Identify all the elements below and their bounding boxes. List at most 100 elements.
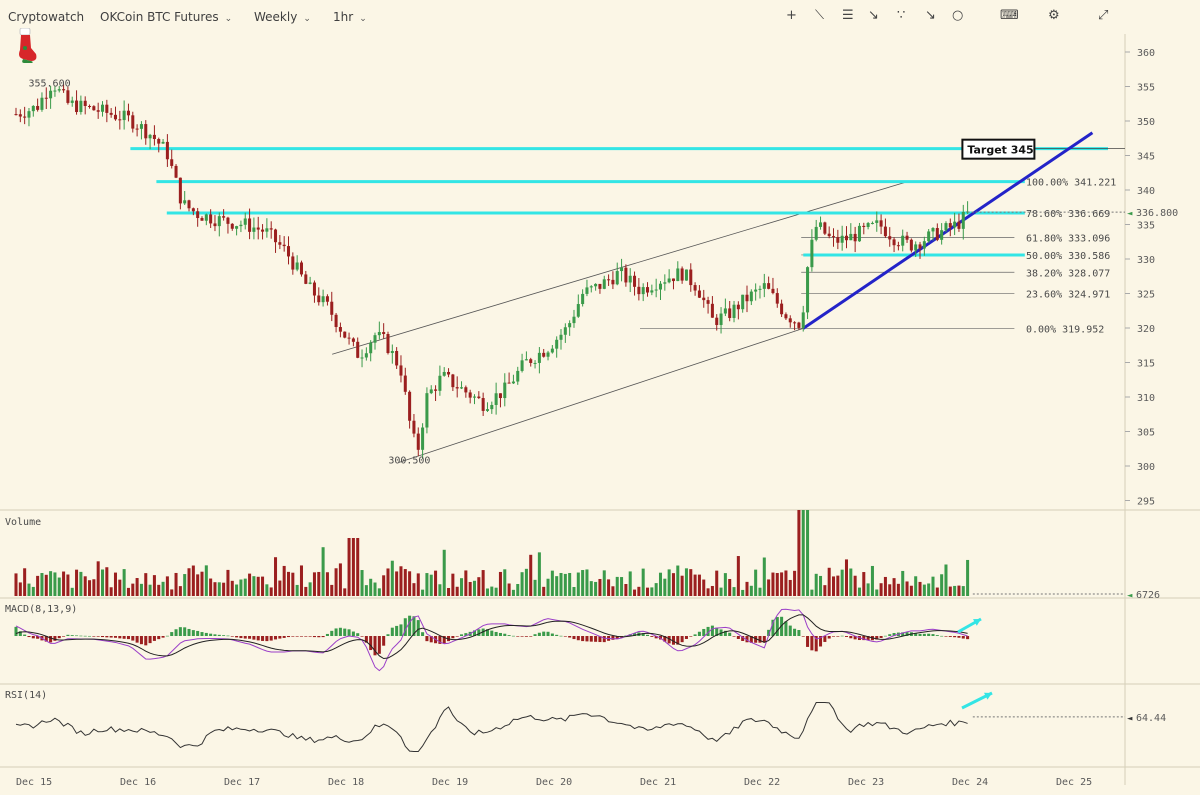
candle-body bbox=[620, 267, 624, 272]
volume-bar bbox=[637, 586, 641, 596]
volume-bar bbox=[801, 510, 805, 596]
candle-body bbox=[927, 231, 931, 242]
line-tool-icon[interactable]: ⟍ bbox=[815, 8, 825, 23]
volume-bar bbox=[377, 588, 381, 596]
volume-bar bbox=[235, 584, 239, 596]
macd-histogram-bar bbox=[70, 635, 74, 636]
macd-histogram-bar bbox=[395, 625, 399, 636]
volume-bar bbox=[18, 582, 22, 596]
candle-body bbox=[516, 370, 520, 382]
macd-histogram-bar bbox=[966, 636, 970, 640]
plus-icon[interactable]: + bbox=[786, 8, 797, 23]
candle-body bbox=[135, 128, 139, 130]
volume-bar bbox=[213, 582, 217, 596]
arrow-tool-icon[interactable]: ↘ bbox=[925, 8, 936, 23]
volume-bar bbox=[654, 583, 658, 596]
hlines-icon[interactable]: ☰ bbox=[842, 8, 854, 23]
candle-body bbox=[732, 304, 736, 318]
gear-icon[interactable]: ⚙ bbox=[1048, 8, 1060, 23]
candle-body bbox=[702, 297, 706, 301]
volume-bar bbox=[455, 586, 459, 596]
volume-bar bbox=[338, 563, 342, 596]
brand-label[interactable]: Cryptowatch bbox=[8, 10, 85, 24]
volume-bar bbox=[771, 572, 775, 596]
macd-histogram-bar bbox=[922, 633, 926, 636]
volume-bar bbox=[243, 578, 247, 596]
volume-bar bbox=[762, 557, 766, 596]
macd-histogram-bar bbox=[507, 635, 511, 636]
expand-icon[interactable]: ⤢ bbox=[1098, 8, 1109, 23]
volume-bar bbox=[460, 578, 464, 596]
macd-histogram-bar bbox=[105, 636, 109, 638]
volume-bar bbox=[269, 587, 273, 596]
macd-histogram-bar bbox=[767, 629, 771, 636]
macd-histogram-bar bbox=[75, 635, 79, 637]
candle-body bbox=[814, 226, 818, 240]
market-selector[interactable]: OKCoin BTC Futures ⌄ bbox=[100, 10, 232, 24]
volume-bar bbox=[274, 557, 278, 596]
volume-bar bbox=[633, 589, 637, 596]
candle-body bbox=[953, 221, 957, 228]
macd-histogram-bar bbox=[148, 636, 152, 644]
candle-body bbox=[524, 359, 528, 361]
macd-histogram-bar bbox=[918, 633, 922, 636]
macd-histogram-bar bbox=[36, 636, 40, 639]
candle-body bbox=[719, 313, 723, 325]
candle-body bbox=[66, 90, 70, 103]
candle-body bbox=[187, 200, 191, 209]
candle-body bbox=[334, 314, 338, 328]
macd-histogram-bar bbox=[27, 636, 31, 638]
volume-bar bbox=[736, 556, 740, 596]
volume-bar bbox=[745, 581, 749, 596]
chevron-down-icon: ⌄ bbox=[303, 14, 311, 24]
macd-histogram-bar bbox=[901, 632, 905, 636]
candle-body bbox=[455, 387, 459, 389]
fib-level-label: 23.60% 324.971 bbox=[1026, 290, 1110, 301]
volume-bar bbox=[749, 585, 753, 596]
volume-bar bbox=[680, 575, 684, 596]
volume-bar bbox=[304, 586, 308, 596]
volume-bar bbox=[585, 569, 589, 596]
volume-bar bbox=[918, 581, 922, 596]
macd-histogram-bar bbox=[633, 633, 637, 636]
candle-body bbox=[213, 223, 217, 227]
candle-body bbox=[555, 339, 559, 349]
candle-body bbox=[918, 244, 922, 249]
candle-body bbox=[447, 371, 451, 375]
macd-histogram-bar bbox=[749, 636, 753, 643]
candle-body bbox=[139, 124, 143, 129]
interval-label: 1hr bbox=[333, 10, 354, 24]
keyboard-icon[interactable]: ⌨ bbox=[1000, 8, 1019, 23]
macd-histogram-bar bbox=[53, 636, 57, 641]
volume-bar bbox=[135, 578, 139, 596]
candle-body bbox=[317, 295, 321, 303]
fan-tool-icon[interactable]: ↘ bbox=[868, 8, 879, 23]
volume-bar bbox=[810, 589, 814, 596]
volume-bar bbox=[148, 584, 152, 596]
macd-histogram-bar bbox=[702, 628, 706, 636]
candle-body bbox=[909, 239, 913, 251]
volume-bar bbox=[671, 573, 675, 596]
candle-body bbox=[178, 177, 182, 204]
interval-selector[interactable]: 1hr ⌄ bbox=[333, 10, 367, 24]
volume-bar bbox=[702, 579, 706, 596]
circle-tool-icon[interactable]: ○ bbox=[952, 8, 964, 23]
volume-bar bbox=[399, 566, 403, 596]
candle-body bbox=[304, 274, 308, 284]
period-selector[interactable]: Weekly ⌄ bbox=[254, 10, 311, 24]
candle-body bbox=[79, 100, 83, 113]
candle-body bbox=[460, 387, 464, 389]
macd-histogram-bar bbox=[831, 636, 836, 637]
volume-bar bbox=[542, 586, 546, 596]
volume-bar bbox=[511, 589, 515, 596]
macd-histogram-bar bbox=[265, 636, 269, 642]
macd-histogram-bar bbox=[209, 633, 213, 636]
macd-histogram-bar bbox=[771, 619, 775, 636]
volume-bar bbox=[754, 569, 758, 596]
candle-body bbox=[507, 382, 511, 384]
macd-histogram-bar bbox=[204, 632, 208, 636]
fib-tool-icon[interactable]: ∵ bbox=[897, 8, 906, 23]
macd-histogram-bar bbox=[706, 626, 710, 636]
macd-histogram-bar bbox=[226, 635, 230, 637]
